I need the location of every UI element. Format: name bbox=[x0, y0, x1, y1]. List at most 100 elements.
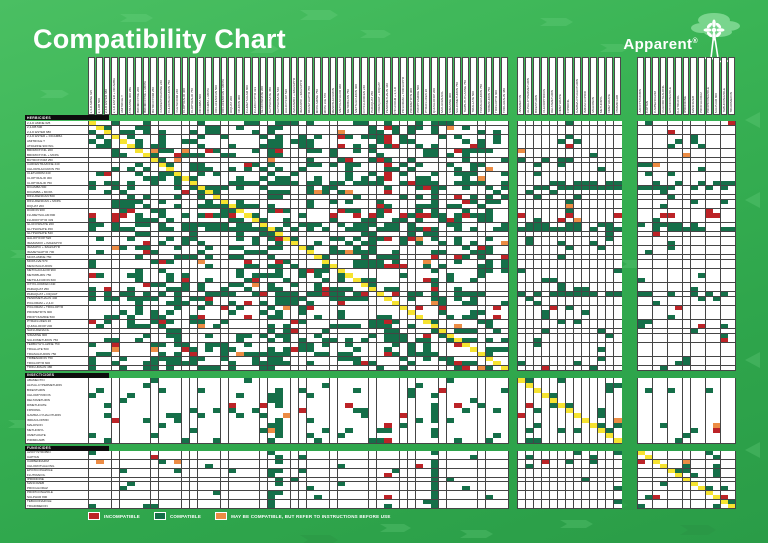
matrix-cell bbox=[205, 259, 213, 264]
matrix-cell bbox=[376, 157, 384, 163]
matrix-cell bbox=[368, 139, 377, 144]
matrix-cell bbox=[573, 268, 582, 273]
matrix-cell bbox=[244, 250, 252, 255]
matrix-cell bbox=[660, 181, 668, 186]
matrix-cell bbox=[438, 153, 447, 158]
matrix-cell bbox=[189, 144, 198, 149]
matrix-cell bbox=[337, 134, 345, 139]
matrix-cell bbox=[645, 213, 653, 218]
matrix-cell bbox=[361, 278, 369, 283]
matrix-cell bbox=[682, 328, 691, 334]
matrix-cell bbox=[337, 296, 345, 301]
matrix-cell bbox=[423, 194, 431, 200]
matrix-cell bbox=[158, 378, 166, 383]
matrix-cell bbox=[228, 157, 236, 163]
matrix-cell bbox=[158, 227, 166, 232]
matrix-cell bbox=[652, 282, 660, 287]
column-header: PYRAFLUFEN 20 bbox=[423, 57, 431, 115]
matrix-cell bbox=[150, 190, 159, 195]
matrix-cell bbox=[244, 199, 252, 204]
matrix-cell bbox=[283, 144, 291, 149]
matrix-cell bbox=[399, 134, 408, 139]
matrix-cell bbox=[267, 139, 275, 144]
matrix-cell bbox=[143, 227, 151, 232]
matrix-cell bbox=[477, 204, 486, 209]
matrix-cell bbox=[637, 347, 645, 352]
matrix-cell bbox=[652, 204, 660, 209]
column-header-label: SULPHUR 800 bbox=[713, 92, 718, 113]
matrix-cell bbox=[111, 259, 120, 264]
column-header-label: CLOPYRALID 300 bbox=[182, 88, 187, 113]
matrix-cell bbox=[485, 378, 493, 383]
matrix-cell bbox=[361, 190, 369, 195]
matrix-cell bbox=[306, 352, 314, 357]
matrix-cell bbox=[682, 222, 691, 227]
matrix-cell bbox=[166, 185, 174, 190]
matrix-cell bbox=[493, 125, 501, 130]
matrix-cell bbox=[197, 231, 205, 236]
row-label: CARBENDAZIM bbox=[25, 459, 88, 464]
matrix-cell bbox=[477, 333, 486, 338]
matrix-cell bbox=[236, 413, 244, 418]
matrix-cell bbox=[306, 356, 314, 361]
matrix-cell bbox=[143, 185, 151, 190]
matrix-cell bbox=[174, 264, 182, 269]
matrix-cell bbox=[517, 278, 526, 283]
matrix-cell bbox=[104, 227, 112, 232]
matrix-cell bbox=[353, 171, 361, 176]
matrix-cell bbox=[353, 167, 361, 172]
matrix-cell bbox=[637, 222, 645, 227]
matrix-cell bbox=[96, 171, 104, 176]
matrix-cell bbox=[119, 121, 127, 126]
matrix-cell bbox=[392, 310, 400, 315]
matrix-cell bbox=[368, 352, 377, 357]
matrix-cell bbox=[228, 167, 236, 172]
matrix-cell bbox=[525, 190, 534, 195]
matrix-cell bbox=[119, 361, 127, 366]
matrix-cell bbox=[533, 213, 542, 218]
matrix-cell bbox=[376, 254, 384, 260]
matrix-cell bbox=[158, 296, 166, 301]
matrix-cell bbox=[470, 361, 478, 366]
matrix-cell bbox=[501, 264, 509, 269]
matrix-cell bbox=[690, 218, 698, 223]
matrix-cell bbox=[682, 130, 691, 135]
matrix-cell bbox=[345, 333, 353, 338]
matrix-cell bbox=[462, 315, 470, 320]
matrix-cell bbox=[485, 231, 493, 236]
matrix-cell bbox=[431, 162, 439, 167]
matrix-cell bbox=[306, 222, 314, 227]
matrix-cell bbox=[166, 319, 174, 324]
matrix-cell bbox=[228, 176, 236, 181]
matrix-cell bbox=[485, 125, 493, 130]
matrix-cell bbox=[220, 338, 229, 343]
matrix-cell bbox=[690, 264, 698, 269]
matrix-cell bbox=[541, 342, 550, 347]
matrix-cell bbox=[181, 287, 190, 292]
matrix-cell bbox=[392, 328, 400, 334]
matrix-cell bbox=[605, 204, 614, 209]
matrix-cell bbox=[698, 273, 706, 278]
matrix-cell bbox=[322, 287, 330, 292]
matrix-cell bbox=[213, 287, 221, 292]
column-header-label: CHLORPYRIFOS bbox=[542, 89, 547, 113]
matrix-cell bbox=[705, 296, 713, 301]
matrix-cell bbox=[174, 328, 182, 334]
matrix-cell bbox=[228, 208, 236, 213]
matrix-cell bbox=[143, 342, 151, 347]
matrix-cell bbox=[597, 218, 606, 223]
matrix-cell bbox=[314, 291, 322, 297]
matrix-cell bbox=[236, 236, 244, 241]
matrix-cell bbox=[166, 208, 174, 213]
matrix-cell bbox=[368, 398, 377, 403]
matrix-cell bbox=[88, 383, 96, 388]
matrix-cell bbox=[353, 273, 361, 278]
matrix-cell bbox=[493, 361, 501, 366]
matrix-cell bbox=[477, 383, 486, 388]
matrix-cell bbox=[493, 324, 501, 329]
matrix-cell bbox=[462, 241, 470, 246]
matrix-cell bbox=[438, 199, 447, 204]
matrix-cell bbox=[96, 250, 104, 255]
matrix-cell bbox=[166, 204, 174, 209]
matrix-cell bbox=[581, 139, 590, 144]
